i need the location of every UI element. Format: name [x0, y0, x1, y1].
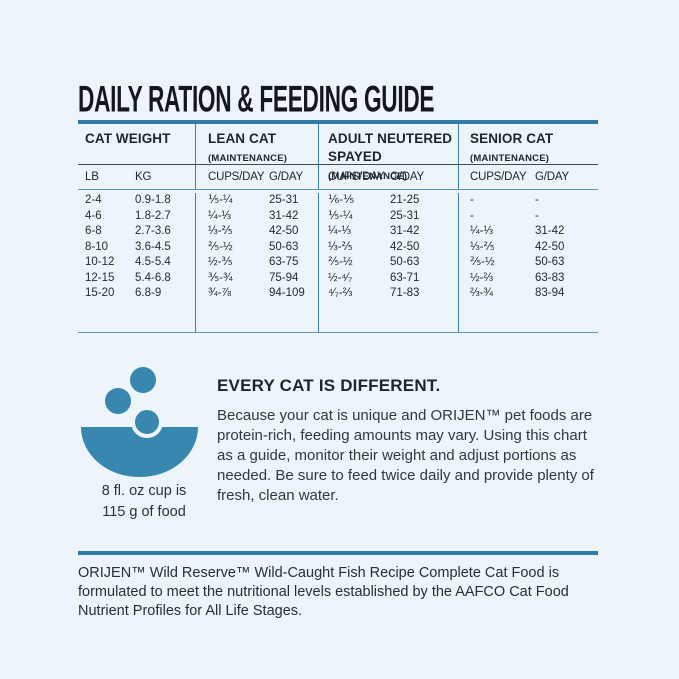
cell-adult-cups-per-day: ⅖-½ — [328, 256, 353, 268]
cell-adult-cups-per-day: ⅙-⅕ — [328, 194, 355, 206]
cell-adult-g-per-day: 71-83 — [390, 287, 420, 299]
cell-weight-lb: 12-15 — [85, 271, 115, 284]
cell-adult-g-per-day: 21-25 — [390, 194, 420, 206]
table-row: 10-12 4.5-5.4 ½-⅗ 63-75 ⅖-½ 50-63 ⅖-½ 50… — [78, 255, 598, 271]
cell-adult-cups-per-day: ⁴⁄₇-⅔ — [328, 287, 353, 299]
cell-lean-cups-per-day: ⅗-¾ — [208, 271, 233, 284]
section-body-text: Because your cat is unique and ORIJEN™ p… — [217, 407, 594, 504]
cell-senior-cups-per-day: - — [470, 194, 474, 206]
kibble-circle — [131, 406, 163, 438]
cell-senior-g-per-day: 31-42 — [535, 225, 565, 237]
col-header-senior-cups: CUPS/DAY — [470, 171, 527, 183]
group-header-adult-neutered-spayed: ADULT NEUTERED SPAYED (MAINTENANCE) — [318, 124, 458, 182]
footer-note: ORIJEN™ Wild Reserve™ Wild-Caught Fish R… — [78, 551, 623, 621]
footer-text-line: Nutrient Profiles for All Life Stages. — [78, 603, 303, 619]
col-header-lean-g: G/DAY — [269, 171, 303, 183]
table-row: 15-20 6.8-9 ¾-⅞ 94-109 ⁴⁄₇-⅔ 71-83 ⅔-¾ 8… — [78, 286, 598, 302]
cell-lean-g-per-day: 75-94 — [269, 271, 299, 284]
food-bowl-with-kibble-icon: 8 fl. oz cup is 115 g of food — [78, 366, 210, 526]
cell-weight-kg: 3.6-4.5 — [135, 240, 171, 253]
cell-lean-cups-per-day: ¾-⅞ — [208, 287, 232, 299]
col-header-adult-cups: CUPS/DAY — [328, 171, 385, 183]
footer-text-line: formulated to meet the nutritional level… — [78, 584, 569, 600]
cell-lean-cups-per-day: ¼-⅓ — [208, 209, 232, 222]
kibble-circle — [130, 367, 156, 393]
group-header-lean-cat: LEAN CAT (MAINTENANCE) — [195, 124, 318, 164]
col-header-adult-g: G/DAY — [390, 171, 424, 183]
cell-adult-cups-per-day: ½-⁴⁄₇ — [328, 271, 353, 284]
cell-weight-lb: 4-6 — [85, 209, 102, 222]
cell-weight-kg: 5.4-6.8 — [135, 271, 171, 284]
cell-lean-g-per-day: 42-50 — [269, 225, 299, 237]
cell-weight-lb: 8-10 — [85, 240, 109, 253]
table-row: 2-4 0.9-1.8 ⅕-¼ 25-31 ⅙-⅕ 21-25 - - — [78, 193, 598, 209]
cell-senior-cups-per-day: - — [470, 209, 474, 222]
col-header-senior-g: G/DAY — [535, 171, 569, 183]
cell-adult-g-per-day: 42-50 — [390, 240, 420, 253]
cell-senior-cups-per-day: ⅔-¾ — [470, 287, 494, 299]
cell-adult-g-per-day: 50-63 — [390, 256, 420, 268]
cell-senior-cups-per-day: ⅖-½ — [470, 256, 495, 268]
section-heading: EVERY CAT IS DIFFERENT. — [217, 376, 441, 395]
cell-adult-cups-per-day: ⅓-⅖ — [328, 240, 353, 253]
table-row: 6-8 2.7-3.6 ⅓-⅖ 42-50 ¼-⅓ 31-42 ¼-⅓ 31-4… — [78, 224, 598, 240]
group-header-senior-cat: SENIOR CAT (MAINTENANCE) — [458, 124, 598, 164]
cell-senior-g-per-day: - — [535, 194, 539, 206]
cell-adult-cups-per-day: ¼-⅓ — [328, 225, 352, 237]
table-bottom-spacer — [78, 301, 598, 333]
table-row: 4-6 1.8-2.7 ¼-⅓ 31-42 ⅕-¼ 25-31 - - — [78, 208, 598, 224]
cell-lean-g-per-day: 25-31 — [269, 194, 299, 206]
cup-measure-caption: 8 fl. oz cup is 115 g of food — [101, 483, 187, 520]
cell-senior-g-per-day: 50-63 — [535, 256, 565, 268]
group-header-cat-weight: CAT WEIGHT — [85, 131, 171, 146]
table-top-bar — [78, 120, 598, 124]
table-subheader-row: LB KG CUPS/DAY G/DAY CUPS/DAY G/DAY CUPS… — [78, 165, 598, 190]
table-group-header-row: CAT WEIGHT LEAN CAT (MAINTENANCE) ADULT … — [78, 124, 598, 182]
col-header-lean-cups: CUPS/DAY — [208, 171, 265, 183]
cell-weight-lb: 10-12 — [85, 256, 115, 268]
cell-adult-g-per-day: 25-31 — [390, 209, 420, 222]
kibble-circle — [105, 388, 131, 414]
col-header-kg: KG — [135, 171, 152, 183]
cell-lean-cups-per-day: ⅓-⅖ — [208, 225, 233, 237]
cell-weight-kg: 2.7-3.6 — [135, 225, 171, 237]
cell-senior-g-per-day: 42-50 — [535, 240, 565, 253]
cell-senior-cups-per-day: ⅓-⅖ — [470, 240, 495, 253]
cell-adult-g-per-day: 31-42 — [390, 225, 420, 237]
footer-divider — [78, 551, 598, 555]
cell-lean-cups-per-day: ⅖-½ — [208, 240, 233, 253]
cell-senior-g-per-day: - — [535, 209, 539, 222]
cell-lean-g-per-day: 50-63 — [269, 240, 299, 253]
cell-weight-kg: 0.9-1.8 — [135, 194, 171, 206]
table-row: 8-10 3.6-4.5 ⅖-½ 50-63 ⅓-⅖ 42-50 ⅓-⅖ 42-… — [78, 239, 598, 255]
cell-weight-kg: 1.8-2.7 — [135, 209, 171, 222]
cell-weight-lb: 6-8 — [85, 225, 102, 237]
cell-senior-cups-per-day: ½-⅔ — [470, 271, 494, 284]
footer-text-line: ORIJEN™ Wild Reserve™ Wild-Caught Fish R… — [78, 565, 560, 581]
cell-adult-cups-per-day: ⅕-¼ — [328, 209, 353, 222]
table-body: 2-4 0.9-1.8 ⅕-¼ 25-31 ⅙-⅕ 21-25 - - 4-6 … — [78, 190, 598, 302]
col-header-lb: LB — [85, 171, 99, 183]
page-title: DAILY RATION & FEEDING GUIDE — [78, 78, 435, 120]
cell-lean-cups-per-day: ⅕-¼ — [208, 194, 233, 206]
table-row: 12-15 5.4-6.8 ⅗-¾ 75-94 ½-⁴⁄₇ 63-71 ½-⅔ … — [78, 270, 598, 286]
cell-senior-g-per-day: 83-94 — [535, 287, 565, 299]
cell-senior-cups-per-day: ¼-⅓ — [470, 225, 494, 237]
cell-weight-kg: 4.5-5.4 — [135, 256, 171, 268]
cell-weight-lb: 2-4 — [85, 194, 102, 206]
cell-adult-g-per-day: 63-71 — [390, 271, 420, 284]
cell-lean-g-per-day: 63-75 — [269, 256, 299, 268]
cell-weight-lb: 15-20 — [85, 287, 115, 299]
cell-lean-g-per-day: 31-42 — [269, 209, 299, 222]
cell-senior-g-per-day: 63-83 — [535, 271, 565, 284]
feeding-table: CAT WEIGHT LEAN CAT (MAINTENANCE) ADULT … — [78, 120, 598, 333]
cell-lean-g-per-day: 94-109 — [269, 287, 305, 299]
cell-lean-cups-per-day: ½-⅗ — [208, 256, 233, 268]
cell-weight-kg: 6.8-9 — [135, 287, 162, 299]
